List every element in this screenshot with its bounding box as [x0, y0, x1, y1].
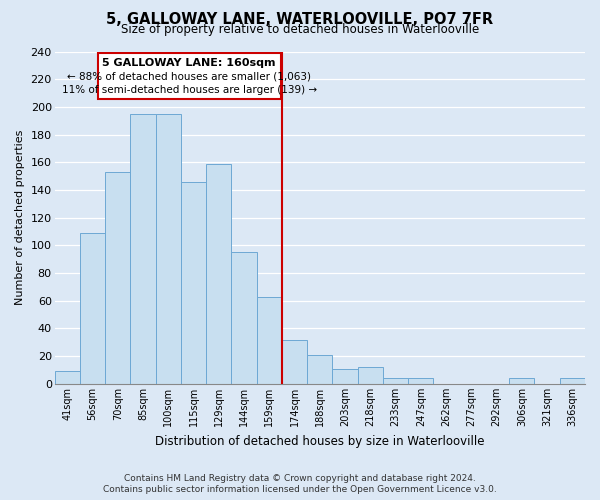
Bar	[155, 114, 181, 384]
Bar	[232, 252, 257, 384]
Bar	[105, 172, 130, 384]
Bar	[560, 378, 585, 384]
Bar	[206, 164, 232, 384]
Bar	[130, 114, 155, 384]
Bar	[80, 233, 105, 384]
Text: 5 GALLOWAY LANE: 160sqm: 5 GALLOWAY LANE: 160sqm	[103, 58, 276, 68]
Text: 5, GALLOWAY LANE, WATERLOOVILLE, PO7 7FR: 5, GALLOWAY LANE, WATERLOOVILLE, PO7 7FR	[106, 12, 494, 28]
Bar	[383, 378, 408, 384]
FancyBboxPatch shape	[98, 53, 281, 98]
Text: Size of property relative to detached houses in Waterlooville: Size of property relative to detached ho…	[121, 22, 479, 36]
Text: Contains HM Land Registry data © Crown copyright and database right 2024.
Contai: Contains HM Land Registry data © Crown c…	[103, 474, 497, 494]
Bar	[509, 378, 535, 384]
Bar	[282, 340, 307, 384]
Bar	[307, 355, 332, 384]
Bar	[257, 296, 282, 384]
Bar	[332, 368, 358, 384]
Text: 11% of semi-detached houses are larger (139) →: 11% of semi-detached houses are larger (…	[62, 86, 317, 96]
Text: ← 88% of detached houses are smaller (1,063): ← 88% of detached houses are smaller (1,…	[67, 72, 311, 82]
X-axis label: Distribution of detached houses by size in Waterlooville: Distribution of detached houses by size …	[155, 434, 485, 448]
Bar	[181, 182, 206, 384]
Bar	[55, 372, 80, 384]
Bar	[358, 368, 383, 384]
Y-axis label: Number of detached properties: Number of detached properties	[15, 130, 25, 306]
Bar	[408, 378, 433, 384]
